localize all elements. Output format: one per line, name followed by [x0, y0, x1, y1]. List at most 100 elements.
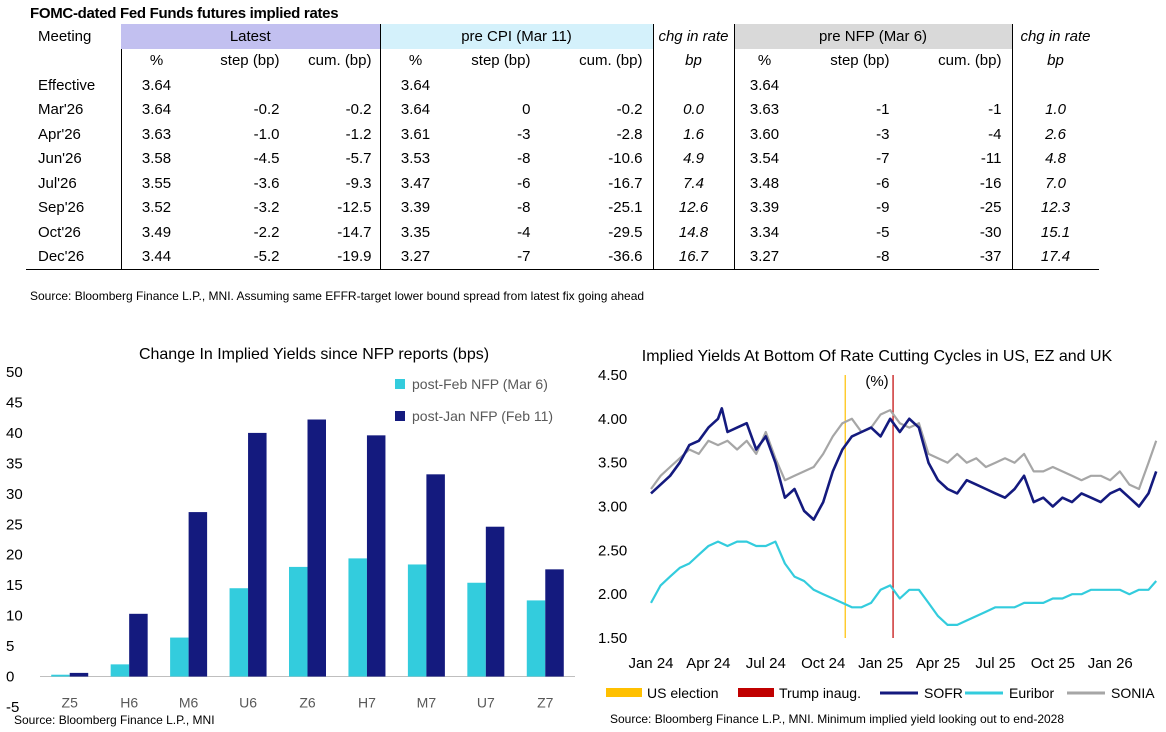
- n-pct-cell: 3.63: [733, 97, 795, 122]
- c-cum-cell: -10.6: [608, 150, 643, 168]
- c-pct-cell: 3.39: [379, 195, 451, 220]
- chg1-cell: 1.6: [652, 122, 734, 147]
- x-tick-label: U7: [477, 695, 495, 711]
- legend-label: post-Feb NFP (Mar 6): [412, 376, 548, 392]
- c-pct-cell: 3.64: [379, 73, 451, 98]
- y-tick-label: 4.00: [598, 411, 627, 428]
- n-cum-cell: -11: [980, 150, 1002, 168]
- meeting-cell: Jun'26: [38, 150, 82, 168]
- x-tick-label: Jan 24: [628, 655, 673, 672]
- bar: [467, 582, 486, 677]
- n-step-cell: -8: [794, 244, 890, 270]
- y-tick-label: 4.50: [598, 367, 627, 384]
- bar: [289, 566, 308, 677]
- n-cum-cell: -16: [979, 174, 1002, 192]
- line-chart-source: Source: Bloomberg Finance L.P., MNI. Min…: [610, 712, 1065, 726]
- sub-bp: bp: [1011, 48, 1099, 73]
- meeting-cell: Apr'26: [38, 125, 81, 143]
- l-cum-cell: -5.7: [345, 150, 372, 168]
- table-sub-header: % step (bp) cum. (bp) % step (bp) cum. (…: [26, 48, 1099, 73]
- bar: [485, 526, 505, 677]
- y-tick-label: 35: [6, 455, 23, 472]
- y-tick-label: 2.00: [598, 586, 627, 603]
- y-tick-label: 5: [6, 638, 14, 655]
- c-step-cell: -6: [517, 174, 531, 192]
- chg2-cell: 12.3: [1011, 195, 1099, 220]
- c-step-cell: -8: [517, 199, 531, 217]
- legend-swatch: [606, 688, 642, 697]
- legend-label: Trump inaug.: [779, 685, 861, 701]
- x-tick-label: M6: [179, 695, 199, 711]
- n-pct-cell: 3.34: [733, 220, 795, 245]
- x-tick-label: Jul 25: [975, 655, 1015, 672]
- legend-label: US election: [647, 685, 719, 701]
- n-cum-cell: -30: [979, 223, 1002, 241]
- chg2-cell: 2.6: [1011, 122, 1099, 147]
- bar: [307, 419, 326, 677]
- c-pct-cell: 3.64: [379, 97, 451, 122]
- c-pct-cell: 3.53: [379, 146, 451, 171]
- l-step-cell: -1.0: [253, 125, 280, 143]
- l-cum-cell: -12.5: [337, 199, 372, 217]
- l-pct-cell: 3.64: [120, 73, 192, 98]
- sub-pct: %: [733, 48, 795, 73]
- y-tick-label: 50: [6, 364, 23, 381]
- n-cum-cell: -25: [979, 199, 1002, 217]
- c-cum-cell: -16.7: [608, 174, 643, 192]
- c-pct-cell: 3.61: [379, 122, 451, 147]
- unit-label: (%): [865, 373, 888, 390]
- y-tick-label: 25: [6, 516, 23, 533]
- series-line: [650, 409, 1158, 491]
- c-step-cell: 0: [522, 101, 531, 119]
- l-pct-cell: 3.52: [120, 195, 192, 220]
- chg1-cell: 16.7: [652, 244, 734, 270]
- bar: [407, 564, 427, 677]
- x-tick-label: Apr 25: [916, 655, 960, 672]
- meeting-cell: Mar'26: [38, 101, 84, 119]
- bar: [348, 558, 367, 677]
- chg1-cell: 4.9: [652, 146, 734, 171]
- chg-header-2: chg in rate: [1011, 24, 1099, 49]
- fed-funds-table: Meeting Latest pre CPI (Mar 11) chg in r…: [26, 24, 1099, 270]
- chg2-cell: 1.0: [1011, 97, 1099, 122]
- legend-swatch: [738, 688, 774, 697]
- y-tick-label: 3.50: [598, 455, 627, 472]
- meeting-cell: Jul'26: [38, 174, 77, 192]
- x-tick-label: H6: [120, 695, 138, 711]
- bar: [229, 588, 249, 677]
- x-tick-label: Oct 24: [801, 655, 845, 672]
- bar: [366, 435, 386, 677]
- y-tick-label: -5: [6, 699, 19, 716]
- bar: [426, 474, 445, 677]
- chg1-cell: 7.4: [652, 171, 734, 196]
- y-tick-label: 10: [6, 608, 23, 625]
- bar: [129, 613, 148, 677]
- n-step-cell: -5: [876, 223, 890, 241]
- y-tick-label: 15: [6, 577, 23, 594]
- n-pct-cell: 3.64: [733, 73, 795, 98]
- legend-swatch: [395, 379, 405, 389]
- c-cum-cell: -2.8: [616, 125, 643, 143]
- x-tick-label: Z5: [62, 695, 79, 711]
- l-cum-cell: -9.3: [345, 174, 372, 192]
- bar: [51, 674, 70, 677]
- c-step-cell: -3: [517, 125, 531, 143]
- table-row: Apr'26 3.63 -1.0 -1.2 3.61 -3 -2.8 1.6 3.60 -3 -4 2…: [26, 122, 1099, 147]
- x-tick-label: Jul 24: [746, 655, 786, 672]
- bar: [545, 569, 564, 677]
- chg2-cell: 17.4: [1011, 244, 1099, 270]
- n-pct-cell: 3.48: [733, 171, 795, 196]
- legend-label: post-Jan NFP (Feb 11): [412, 408, 553, 424]
- bar: [170, 637, 189, 677]
- chg2-cell: 15.1: [1011, 220, 1099, 245]
- table-row: Jun'26 3.58 -4.5 -5.7 3.53 -8 -10.6 4.9 3.54 -7 -1…: [26, 146, 1099, 171]
- c-cum-cell: -25.1: [608, 199, 643, 217]
- l-step-cell: -5.2: [191, 244, 280, 270]
- chg2-cell: [1011, 73, 1099, 98]
- n-step-cell: -9: [876, 199, 890, 217]
- n-cum-cell: -4: [988, 125, 1002, 143]
- chg1-cell: 0.0: [652, 97, 734, 122]
- c-pct-cell: 3.47: [379, 171, 451, 196]
